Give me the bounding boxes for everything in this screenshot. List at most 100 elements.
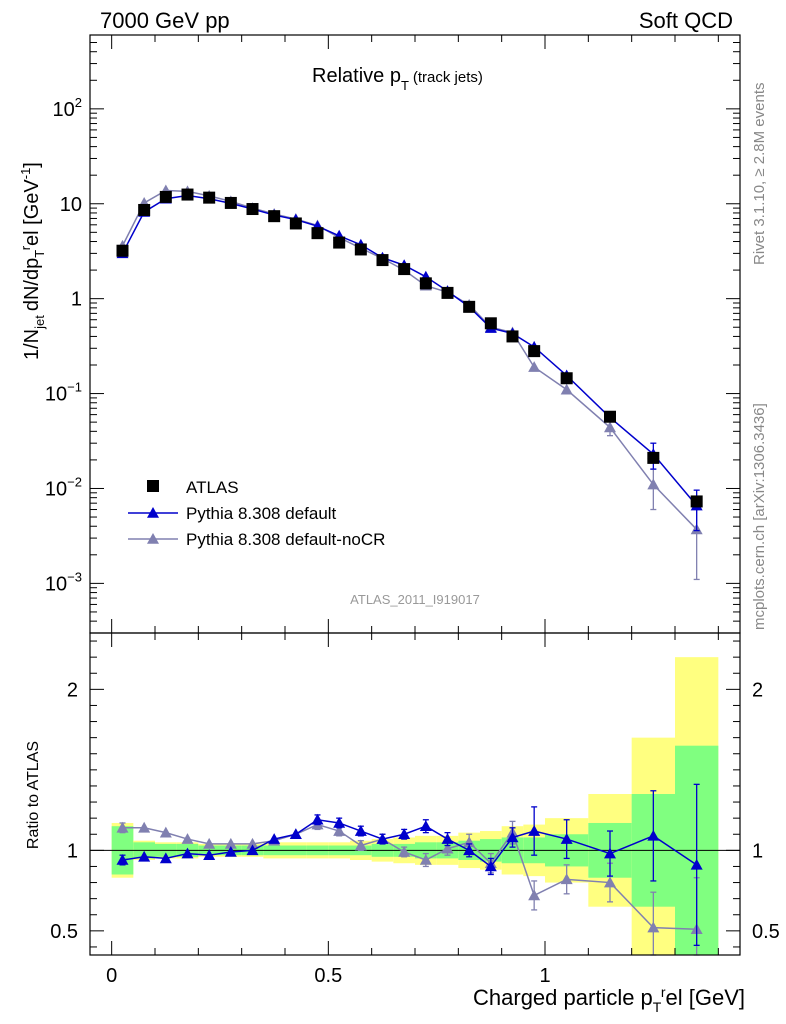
y-tick-label: 10−2 bbox=[45, 474, 82, 500]
y-tick-label: 1 bbox=[71, 289, 82, 311]
data-point-atlas bbox=[224, 196, 237, 209]
y-tick-label: 10−1 bbox=[45, 380, 82, 406]
ratio-marker bbox=[690, 858, 703, 870]
y-tick-label: 102 bbox=[53, 95, 82, 121]
ratio-marker bbox=[246, 844, 259, 856]
ratio-y-tick-label: 1 bbox=[67, 840, 78, 862]
series-line bbox=[121, 194, 698, 507]
ratio-marker bbox=[203, 849, 216, 860]
data-point-atlas bbox=[138, 203, 151, 216]
legend-label: Pythia 8.308 default bbox=[186, 504, 337, 523]
ratio-y-tick-label-right: 1 bbox=[752, 840, 763, 862]
ratio-marker bbox=[604, 876, 616, 888]
ratio-marker bbox=[116, 821, 129, 833]
legend-label: Pythia 8.308 default-noCR bbox=[186, 530, 385, 549]
data-point-atlas bbox=[376, 254, 389, 267]
ratio-marker bbox=[506, 831, 519, 843]
ratio-marker bbox=[376, 833, 389, 844]
svg-text:Charged particle pTrel [GeV]: Charged particle pTrel [GeV] bbox=[473, 984, 745, 1015]
data-point-atlas bbox=[268, 210, 281, 223]
data-point-atlas bbox=[463, 300, 476, 313]
main-axis-ticks: 10−3 10−2 10−1 1 10 102 bbox=[45, 34, 740, 634]
ratio-marker bbox=[159, 852, 172, 864]
point-marker bbox=[647, 478, 660, 490]
ratio-marker bbox=[268, 833, 281, 844]
data-point-atlas bbox=[203, 191, 216, 204]
y-tick-label: 10 bbox=[60, 194, 82, 216]
ratio-marker bbox=[138, 850, 151, 862]
point-marker bbox=[528, 361, 541, 372]
ratio-marker bbox=[333, 816, 346, 828]
data-point-atlas bbox=[484, 317, 497, 330]
ratio-marker bbox=[311, 813, 324, 825]
ratio-line bbox=[122, 818, 698, 868]
ratio-series bbox=[116, 783, 703, 956]
ratio-marker bbox=[354, 839, 367, 851]
data-point-atlas bbox=[289, 217, 302, 230]
y-tick-label: 10−3 bbox=[45, 569, 82, 595]
x-tick-label: 1 bbox=[539, 965, 550, 987]
point-marker bbox=[604, 421, 616, 433]
ratio-y-tick-label-right: 2 bbox=[752, 679, 763, 701]
ratio-marker bbox=[181, 833, 194, 844]
ratio-marker bbox=[181, 847, 194, 859]
ratio-marker bbox=[289, 828, 302, 840]
ratio-panel: 0 0.5 1 0.5 0.5 1 1 2 2 Ratio to ATLAS Charged p… bbox=[25, 632, 780, 1015]
point-marker bbox=[560, 383, 573, 395]
ratio-y-tick-label: 0.5 bbox=[50, 921, 78, 943]
legend: ATLAS Pythia 8.308 default Pythia 8.308 de… bbox=[128, 478, 385, 549]
data-point-atlas bbox=[419, 277, 432, 290]
svg-text:1/NjetdN/dpTrel [GeV-1]: 1/NjetdN/dpTrel [GeV-1] bbox=[18, 162, 47, 360]
rivet-label: Rivet 3.1.10, ≥ 2.8M events bbox=[751, 83, 768, 266]
ratio-marker bbox=[604, 847, 616, 859]
ratio-frame bbox=[89, 632, 741, 956]
data-point-atlas bbox=[333, 236, 346, 249]
ratio-marker bbox=[419, 820, 432, 831]
mcplots-label: mcplots.cern.ch [arXiv:1306.3436] bbox=[751, 403, 768, 630]
ratio-marker bbox=[138, 821, 151, 833]
ratio-marker bbox=[528, 825, 541, 836]
ratio-y-tick-label-right: 0.5 bbox=[752, 921, 780, 943]
ratio-marker bbox=[560, 833, 573, 844]
data-point-atlas bbox=[441, 286, 454, 299]
data-point-atlas bbox=[181, 188, 194, 201]
header-right: Soft QCD bbox=[639, 8, 733, 33]
ratio-axis-ticks: 0 0.5 1 0.5 0.5 1 1 2 2 bbox=[50, 633, 780, 987]
data-point-atlas bbox=[560, 372, 573, 385]
ratio-marker bbox=[333, 825, 346, 836]
legend-marker-atlas bbox=[147, 480, 159, 492]
legend-marker bbox=[147, 507, 159, 518]
ratio-marker bbox=[398, 845, 411, 857]
data-point-atlas bbox=[159, 190, 172, 203]
ratio-marker bbox=[528, 889, 541, 901]
ratio-marker bbox=[354, 825, 367, 836]
ratio-marker bbox=[647, 921, 660, 933]
data-point-atlas bbox=[528, 345, 541, 358]
data-point-atlas bbox=[311, 227, 324, 240]
ratio-bands bbox=[111, 657, 719, 955]
ratio-marker bbox=[560, 873, 573, 885]
main-title: Relative pT (track jets) bbox=[312, 65, 483, 93]
svg-text:Relative pT(track jets): Relative pT (track jets) bbox=[312, 65, 483, 93]
data-point-atlas bbox=[647, 451, 660, 464]
ratio-marker bbox=[116, 854, 129, 865]
ratio-line bbox=[122, 823, 697, 930]
legend-label: ATLAS bbox=[186, 478, 239, 497]
ratio-marker bbox=[203, 837, 216, 849]
x-tick-label: 0.5 bbox=[314, 965, 342, 987]
header-left: 7000 GeV pp bbox=[100, 8, 230, 33]
ratio-marker bbox=[484, 860, 497, 872]
data-point-atlas bbox=[116, 244, 129, 257]
main-panel: 10−3 10−2 10−1 1 10 102 Relative pT (track jet… bbox=[18, 34, 741, 634]
ratio-marker bbox=[398, 828, 411, 840]
data-point-atlas bbox=[246, 203, 259, 216]
ratio-marker bbox=[224, 845, 237, 857]
main-series bbox=[116, 184, 703, 581]
legend-marker bbox=[147, 533, 159, 544]
ratio-marker bbox=[224, 837, 237, 849]
x-axis-label: Charged particle pTrel [GeV] bbox=[473, 984, 745, 1015]
data-point-atlas bbox=[690, 495, 703, 508]
ratio-marker bbox=[159, 826, 172, 838]
ratio-marker bbox=[647, 829, 660, 841]
